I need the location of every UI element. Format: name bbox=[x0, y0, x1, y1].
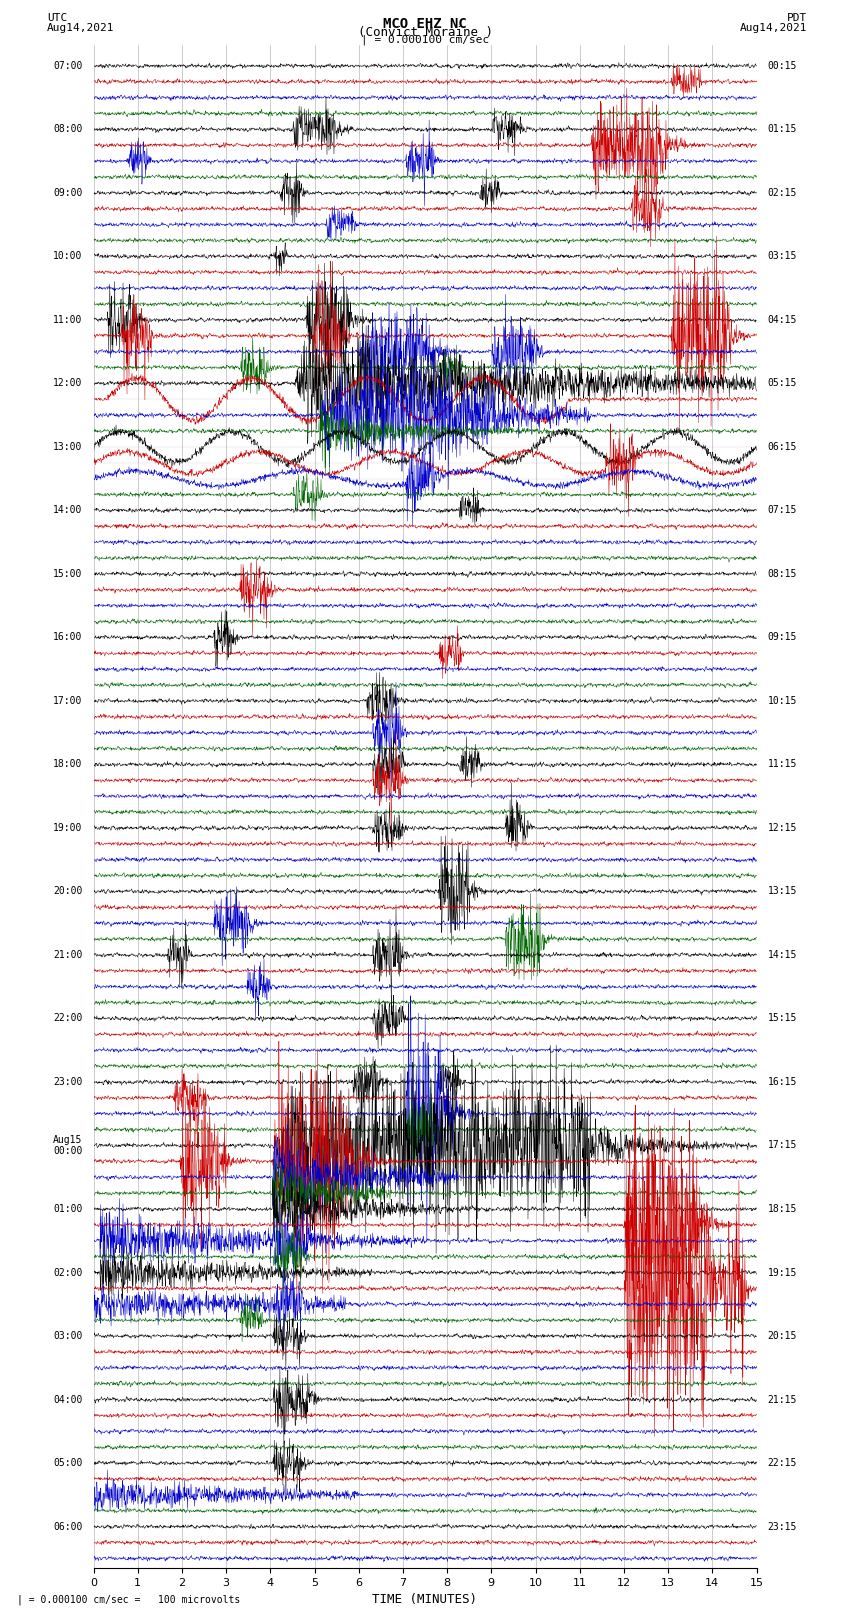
Text: 23:15: 23:15 bbox=[768, 1521, 797, 1532]
Text: 15:15: 15:15 bbox=[768, 1013, 797, 1024]
Text: 11:15: 11:15 bbox=[768, 760, 797, 769]
Text: 09:00: 09:00 bbox=[53, 187, 82, 198]
Text: 14:00: 14:00 bbox=[53, 505, 82, 516]
Text: 10:00: 10:00 bbox=[53, 252, 82, 261]
Text: 12:00: 12:00 bbox=[53, 379, 82, 389]
Text: 17:15: 17:15 bbox=[768, 1140, 797, 1150]
Text: PDT: PDT bbox=[787, 13, 808, 23]
Text: 07:15: 07:15 bbox=[768, 505, 797, 516]
Text: 19:00: 19:00 bbox=[53, 823, 82, 832]
Text: 11:00: 11:00 bbox=[53, 315, 82, 324]
Text: 16:00: 16:00 bbox=[53, 632, 82, 642]
Text: 06:15: 06:15 bbox=[768, 442, 797, 452]
Text: 01:15: 01:15 bbox=[768, 124, 797, 134]
Text: 00:15: 00:15 bbox=[768, 61, 797, 71]
Text: 20:00: 20:00 bbox=[53, 887, 82, 897]
Text: 18:00: 18:00 bbox=[53, 760, 82, 769]
Text: | = 0.000100 cm/sec: | = 0.000100 cm/sec bbox=[361, 35, 489, 45]
Text: 02:15: 02:15 bbox=[768, 187, 797, 198]
Text: 12:15: 12:15 bbox=[768, 823, 797, 832]
Text: 16:15: 16:15 bbox=[768, 1077, 797, 1087]
Text: 03:00: 03:00 bbox=[53, 1331, 82, 1340]
Text: 18:15: 18:15 bbox=[768, 1203, 797, 1215]
Text: 13:00: 13:00 bbox=[53, 442, 82, 452]
Text: 21:15: 21:15 bbox=[768, 1395, 797, 1405]
Text: UTC: UTC bbox=[47, 13, 67, 23]
Text: 13:15: 13:15 bbox=[768, 887, 797, 897]
Text: 08:15: 08:15 bbox=[768, 569, 797, 579]
Text: | = 0.000100 cm/sec =   100 microvolts: | = 0.000100 cm/sec = 100 microvolts bbox=[17, 1594, 241, 1605]
Text: Aug14,2021: Aug14,2021 bbox=[47, 23, 114, 32]
Text: MCO EHZ NC: MCO EHZ NC bbox=[383, 18, 467, 31]
Text: 14:15: 14:15 bbox=[768, 950, 797, 960]
Text: Aug15
00:00: Aug15 00:00 bbox=[53, 1134, 82, 1157]
Text: 07:00: 07:00 bbox=[53, 61, 82, 71]
Text: 22:00: 22:00 bbox=[53, 1013, 82, 1024]
Text: 15:00: 15:00 bbox=[53, 569, 82, 579]
Text: 03:15: 03:15 bbox=[768, 252, 797, 261]
Text: 06:00: 06:00 bbox=[53, 1521, 82, 1532]
Text: 17:00: 17:00 bbox=[53, 695, 82, 706]
Text: Aug14,2021: Aug14,2021 bbox=[740, 23, 808, 32]
Text: (Convict Moraine ): (Convict Moraine ) bbox=[358, 26, 492, 39]
Text: 04:15: 04:15 bbox=[768, 315, 797, 324]
Text: 19:15: 19:15 bbox=[768, 1268, 797, 1277]
Text: 08:00: 08:00 bbox=[53, 124, 82, 134]
Text: 01:00: 01:00 bbox=[53, 1203, 82, 1215]
Text: 21:00: 21:00 bbox=[53, 950, 82, 960]
Text: 10:15: 10:15 bbox=[768, 695, 797, 706]
Text: 04:00: 04:00 bbox=[53, 1395, 82, 1405]
Text: 22:15: 22:15 bbox=[768, 1458, 797, 1468]
Text: 05:00: 05:00 bbox=[53, 1458, 82, 1468]
Text: 02:00: 02:00 bbox=[53, 1268, 82, 1277]
Text: 09:15: 09:15 bbox=[768, 632, 797, 642]
Text: 23:00: 23:00 bbox=[53, 1077, 82, 1087]
X-axis label: TIME (MINUTES): TIME (MINUTES) bbox=[372, 1594, 478, 1607]
Text: 05:15: 05:15 bbox=[768, 379, 797, 389]
Text: 20:15: 20:15 bbox=[768, 1331, 797, 1340]
